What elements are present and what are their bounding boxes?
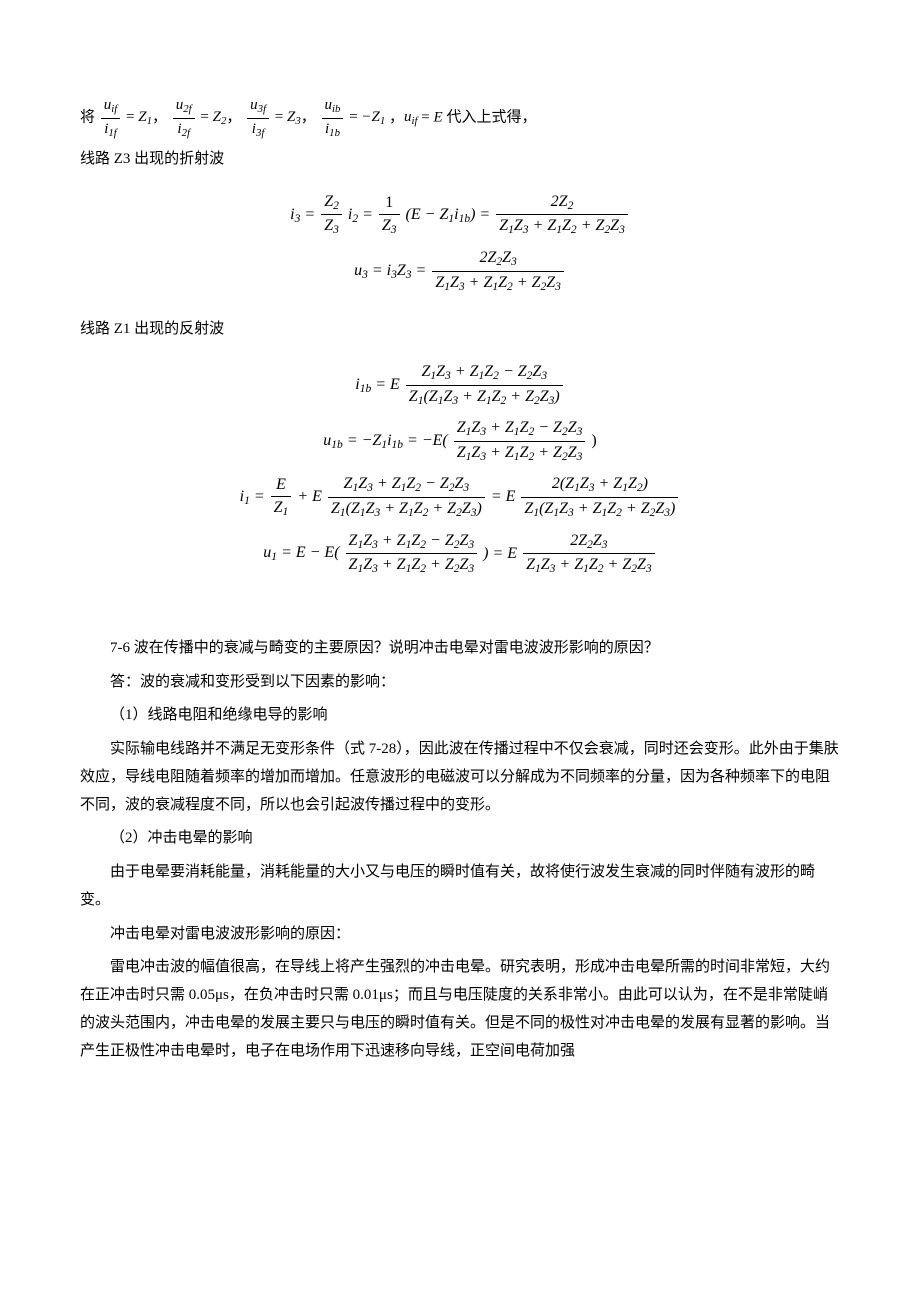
label-z3: 线路 Z3 出现的折射波 bbox=[80, 146, 840, 174]
eq-z1-b: u1b = −Z1i1b = −E( Z1Z3 + Z1Z2 − Z2Z3Z1Z… bbox=[80, 418, 840, 464]
spacer bbox=[80, 599, 840, 629]
intro-terms: uifi1f = Z1， u2fi2f = Z2， u3fi3f = Z3， u… bbox=[99, 109, 386, 125]
section-1-title: （1）线路电阻和绝缘电导的影响 bbox=[80, 702, 840, 730]
reason-body: 雷电冲击波的幅值很高，在导线上将产生强烈的冲击电晕。研究表明，形成冲击电晕所需的… bbox=[80, 954, 840, 1065]
eq-z1: i1b = E Z1Z3 + Z1Z2 − Z2Z3Z1(Z1Z3 + Z1Z2… bbox=[80, 362, 840, 577]
eq-z3-b: u3 = i3Z3 = 2Z2Z3Z1Z3 + Z1Z2 + Z2Z3 bbox=[80, 248, 840, 294]
eq-z3-a: i3 = Z2Z3 i2 = 1Z3 (E − Z1i1b) = 2Z2Z1Z3… bbox=[80, 192, 840, 238]
answer-lead: 答：波的衰减和变形受到以下因素的影响： bbox=[80, 669, 840, 697]
eq-z3: i3 = Z2Z3 i2 = 1Z3 (E − Z1i1b) = 2Z2Z1Z3… bbox=[80, 192, 840, 294]
intro-prefix: 将 bbox=[80, 109, 95, 125]
section-2-title: （2）冲击电晕的影响 bbox=[80, 825, 840, 853]
section-2-body: 由于电晕要消耗能量，消耗能量的大小又与电压的瞬时值有关，故将使行波发生衰减的同时… bbox=[80, 859, 840, 915]
intro-tail: ，uif = E 代入上式得， bbox=[389, 109, 536, 125]
eq-z1-d: u1 = E − E( Z1Z3 + Z1Z2 − Z2Z3Z1Z3 + Z1Z… bbox=[80, 531, 840, 577]
reason-title: 冲击电晕对雷电波波形影响的原因： bbox=[80, 921, 840, 949]
intro-line: 将 uifi1f = Z1， u2fi2f = Z2， u3fi3f = Z3，… bbox=[80, 96, 840, 140]
eq-z1-a: i1b = E Z1Z3 + Z1Z2 − Z2Z3Z1(Z1Z3 + Z1Z2… bbox=[80, 362, 840, 408]
question-7-6: 7-6 波在传播中的衰减与畸变的主要原因？说明冲击电晕对雷电波波形影响的原因？ bbox=[80, 635, 840, 663]
label-z1: 线路 Z1 出现的反射波 bbox=[80, 316, 840, 344]
section-1-body: 实际输电线路并不满足无变形条件（式 7-28），因此波在传播过程中不仅会衰减，同… bbox=[80, 736, 840, 819]
eq-z1-c: i1 = EZ1 + E Z1Z3 + Z1Z2 − Z2Z3Z1(Z1Z3 +… bbox=[80, 474, 840, 520]
